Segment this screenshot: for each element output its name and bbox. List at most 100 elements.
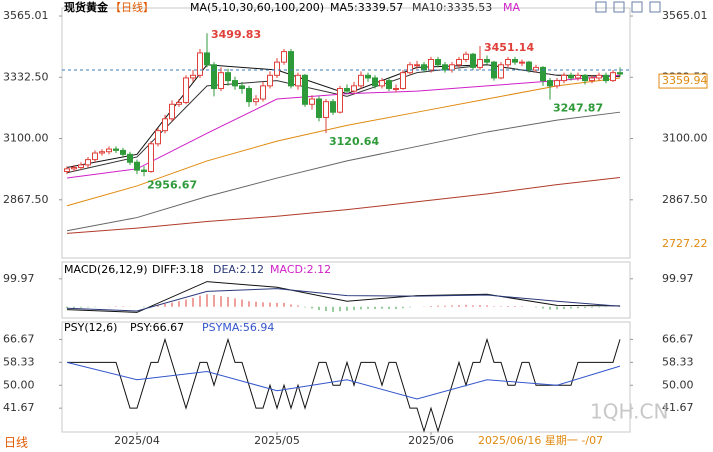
indicator-line: [66, 74, 621, 179]
indicator-line: [66, 111, 621, 232]
y-tick-label: 66.67: [3, 332, 35, 345]
candle-body: [463, 53, 469, 61]
candle-body: [267, 74, 273, 87]
candle-body: [603, 74, 609, 82]
psy-panel: [61, 321, 631, 433]
icon[interactable]: [595, 1, 607, 13]
candle-body: [106, 148, 112, 153]
candle-body: [568, 74, 574, 79]
candle-body: [386, 80, 392, 89]
candle-body: [582, 74, 588, 82]
candle-body: [260, 85, 266, 100]
ma-label: MA(5,10,30,60,100,200): [190, 1, 324, 14]
candle-body: [477, 59, 483, 68]
candle-body: [239, 85, 245, 89]
candle-body: [288, 51, 294, 87]
indicator-line: [67, 337, 621, 433]
y-tick-label: 41.67: [3, 401, 35, 414]
candle-body: [225, 72, 231, 82]
candle-body: [435, 59, 441, 66]
candle-body: [358, 74, 364, 87]
candle-body: [169, 103, 175, 120]
candle-body: [183, 77, 189, 103]
high-annotation: 3451.14: [484, 41, 534, 54]
low-annotation: 3120.64: [329, 135, 379, 148]
icon[interactable]: [613, 1, 625, 13]
candle-body: [393, 87, 399, 90]
icon[interactable]: [631, 1, 643, 13]
y-tick-label: 3565.01: [3, 9, 49, 22]
candle-body: [519, 61, 525, 64]
watermark: 1QH.CN: [590, 400, 668, 424]
candle-body: [484, 59, 490, 63]
y-tick-label: 99.97: [3, 272, 35, 285]
candle-body: [323, 101, 329, 118]
y-tick-label: 50.00: [3, 378, 35, 391]
period-tab[interactable]: 日线: [4, 436, 28, 450]
candle-body: [498, 64, 504, 79]
y-tick-label: 3100.00: [3, 132, 49, 145]
candle-body: [218, 72, 224, 89]
candle-body: [148, 143, 154, 172]
candle-body: [379, 80, 385, 87]
high-annotation: 3499.83: [211, 28, 261, 41]
legend-entry: MACD:2.12: [270, 263, 331, 276]
candle-body: [92, 152, 98, 161]
candle-body: [428, 59, 434, 71]
psy-title: PSY(12,6): [64, 321, 117, 334]
candle-body: [134, 161, 140, 171]
candle-body: [512, 59, 518, 63]
candle-body: [141, 169, 147, 172]
candle-body: [190, 74, 196, 79]
candle-body: [99, 151, 105, 154]
x-tick-label: 2025/05: [254, 434, 300, 447]
candle-body: [505, 59, 511, 66]
candle-body: [253, 98, 259, 103]
low-annotation: 3247.87: [553, 102, 603, 115]
candle-body: [330, 101, 336, 113]
candle-body: [589, 77, 595, 82]
candle-body: [232, 80, 238, 87]
candle-body: [554, 80, 560, 87]
candle-body: [120, 149, 126, 155]
range-low-label: 2727.22: [662, 237, 708, 250]
candle-body: [596, 74, 602, 79]
y-tick-label: 50.00: [662, 378, 694, 391]
candle-body: [127, 153, 133, 163]
candle-body: [610, 72, 616, 82]
candle-body: [71, 167, 77, 170]
cursor-date: 2025/06/16 星期一 -/07: [478, 434, 603, 447]
last-price-label: 3359.94: [662, 74, 708, 87]
candle-body: [526, 61, 532, 71]
candle-body: [281, 51, 287, 63]
candle-body: [421, 64, 427, 71]
y-tick-label: 2867.50: [3, 193, 49, 206]
y-tick-label: 41.67: [662, 401, 694, 414]
indicator-line: [66, 281, 621, 313]
indicator-line: [66, 288, 621, 312]
candle-body: [351, 85, 357, 92]
candle-body: [456, 59, 462, 66]
legend-entry: DIFF:3.18: [152, 263, 204, 276]
candle-body: [547, 80, 553, 87]
candle-body: [617, 72, 623, 75]
y-tick-label: 3332.50: [3, 70, 49, 83]
legend-entry: MA10:3335.53: [412, 1, 492, 14]
candle-body: [309, 98, 315, 105]
candle-body: [470, 53, 476, 68]
y-tick-label: 99.97: [662, 272, 694, 285]
candle-body: [197, 52, 203, 76]
toolbar-icons[interactable]: [595, 1, 661, 13]
candle-body: [274, 61, 280, 76]
indicator-line: [66, 361, 621, 400]
candle-body: [337, 87, 343, 113]
instrument: 现货黄金: [64, 0, 109, 14]
candle-body: [316, 98, 322, 118]
last-price-box: [658, 73, 708, 89]
icon[interactable]: [649, 1, 661, 13]
candle-body: [561, 74, 567, 82]
period: 【日线】: [110, 0, 154, 14]
y-tick-label: 66.67: [662, 332, 694, 345]
candle-body: [407, 64, 413, 74]
